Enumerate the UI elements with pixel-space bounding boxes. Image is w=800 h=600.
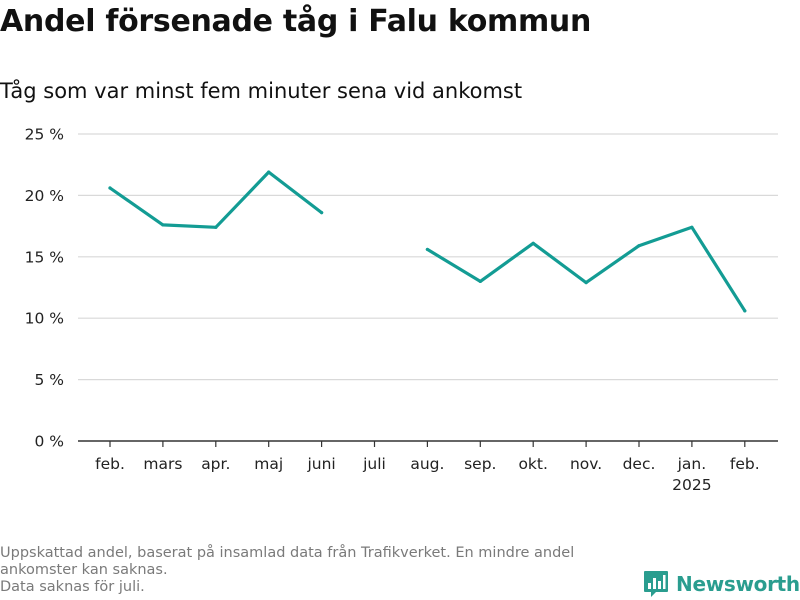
series-line [425, 225, 747, 313]
series-line [108, 170, 324, 229]
data-point [214, 225, 218, 229]
bar-chart-logo-icon [644, 571, 668, 597]
x-tick-label: maj [254, 455, 283, 473]
x-tick-label: nov. [570, 455, 602, 473]
x-tick-label: sep. [464, 455, 496, 473]
x-tick-label: okt. [518, 455, 547, 473]
data-point [108, 186, 112, 190]
y-tick-label: 0 % [34, 433, 64, 451]
data-point [161, 223, 165, 227]
data-point [478, 279, 482, 283]
brand-logo: Newsworthy [643, 570, 800, 598]
x-tick-label: mars [143, 455, 182, 473]
footnote-line: ankomster kan saknas. [0, 562, 168, 578]
data-point [320, 210, 324, 215]
chart-subtitle: Tåg som var minst fem minuter sena vid a… [0, 79, 523, 103]
data-point [690, 225, 694, 229]
data-point [531, 241, 535, 245]
y-tick-label: 5 % [34, 371, 64, 389]
footnote: Uppskattad andel, baserat på insamlad da… [0, 545, 640, 596]
chart-title: Andel försenade tåg i Falu kommun [0, 4, 592, 39]
brand-name: Newsworthy [676, 572, 800, 596]
y-tick-label: 20 % [25, 187, 64, 205]
footnote-line: Uppskattad andel, baserat på insamlad da… [0, 545, 575, 561]
footnote-line: Data saknas för juli. [0, 579, 145, 595]
x-tick-label: feb. [730, 455, 760, 473]
y-tick-label: 10 % [25, 310, 64, 328]
x-tick-label: feb. [95, 455, 125, 473]
x-tick-label: juli [362, 455, 386, 473]
y-tick-label: 25 % [25, 126, 64, 144]
x-tick-sublabel: 2025 [672, 476, 711, 494]
y-tick-label: 15 % [25, 248, 64, 266]
x-tick-label: jan. [677, 455, 707, 473]
data-point [743, 309, 747, 313]
data-point [637, 244, 641, 248]
x-tick-label: dec. [623, 455, 656, 473]
data-point [267, 170, 271, 174]
x-tick-label: apr. [201, 455, 230, 473]
data-point [425, 247, 429, 252]
x-tick-label: aug. [410, 455, 444, 473]
data-point [584, 280, 588, 285]
x-tick-label: juni [306, 455, 335, 473]
